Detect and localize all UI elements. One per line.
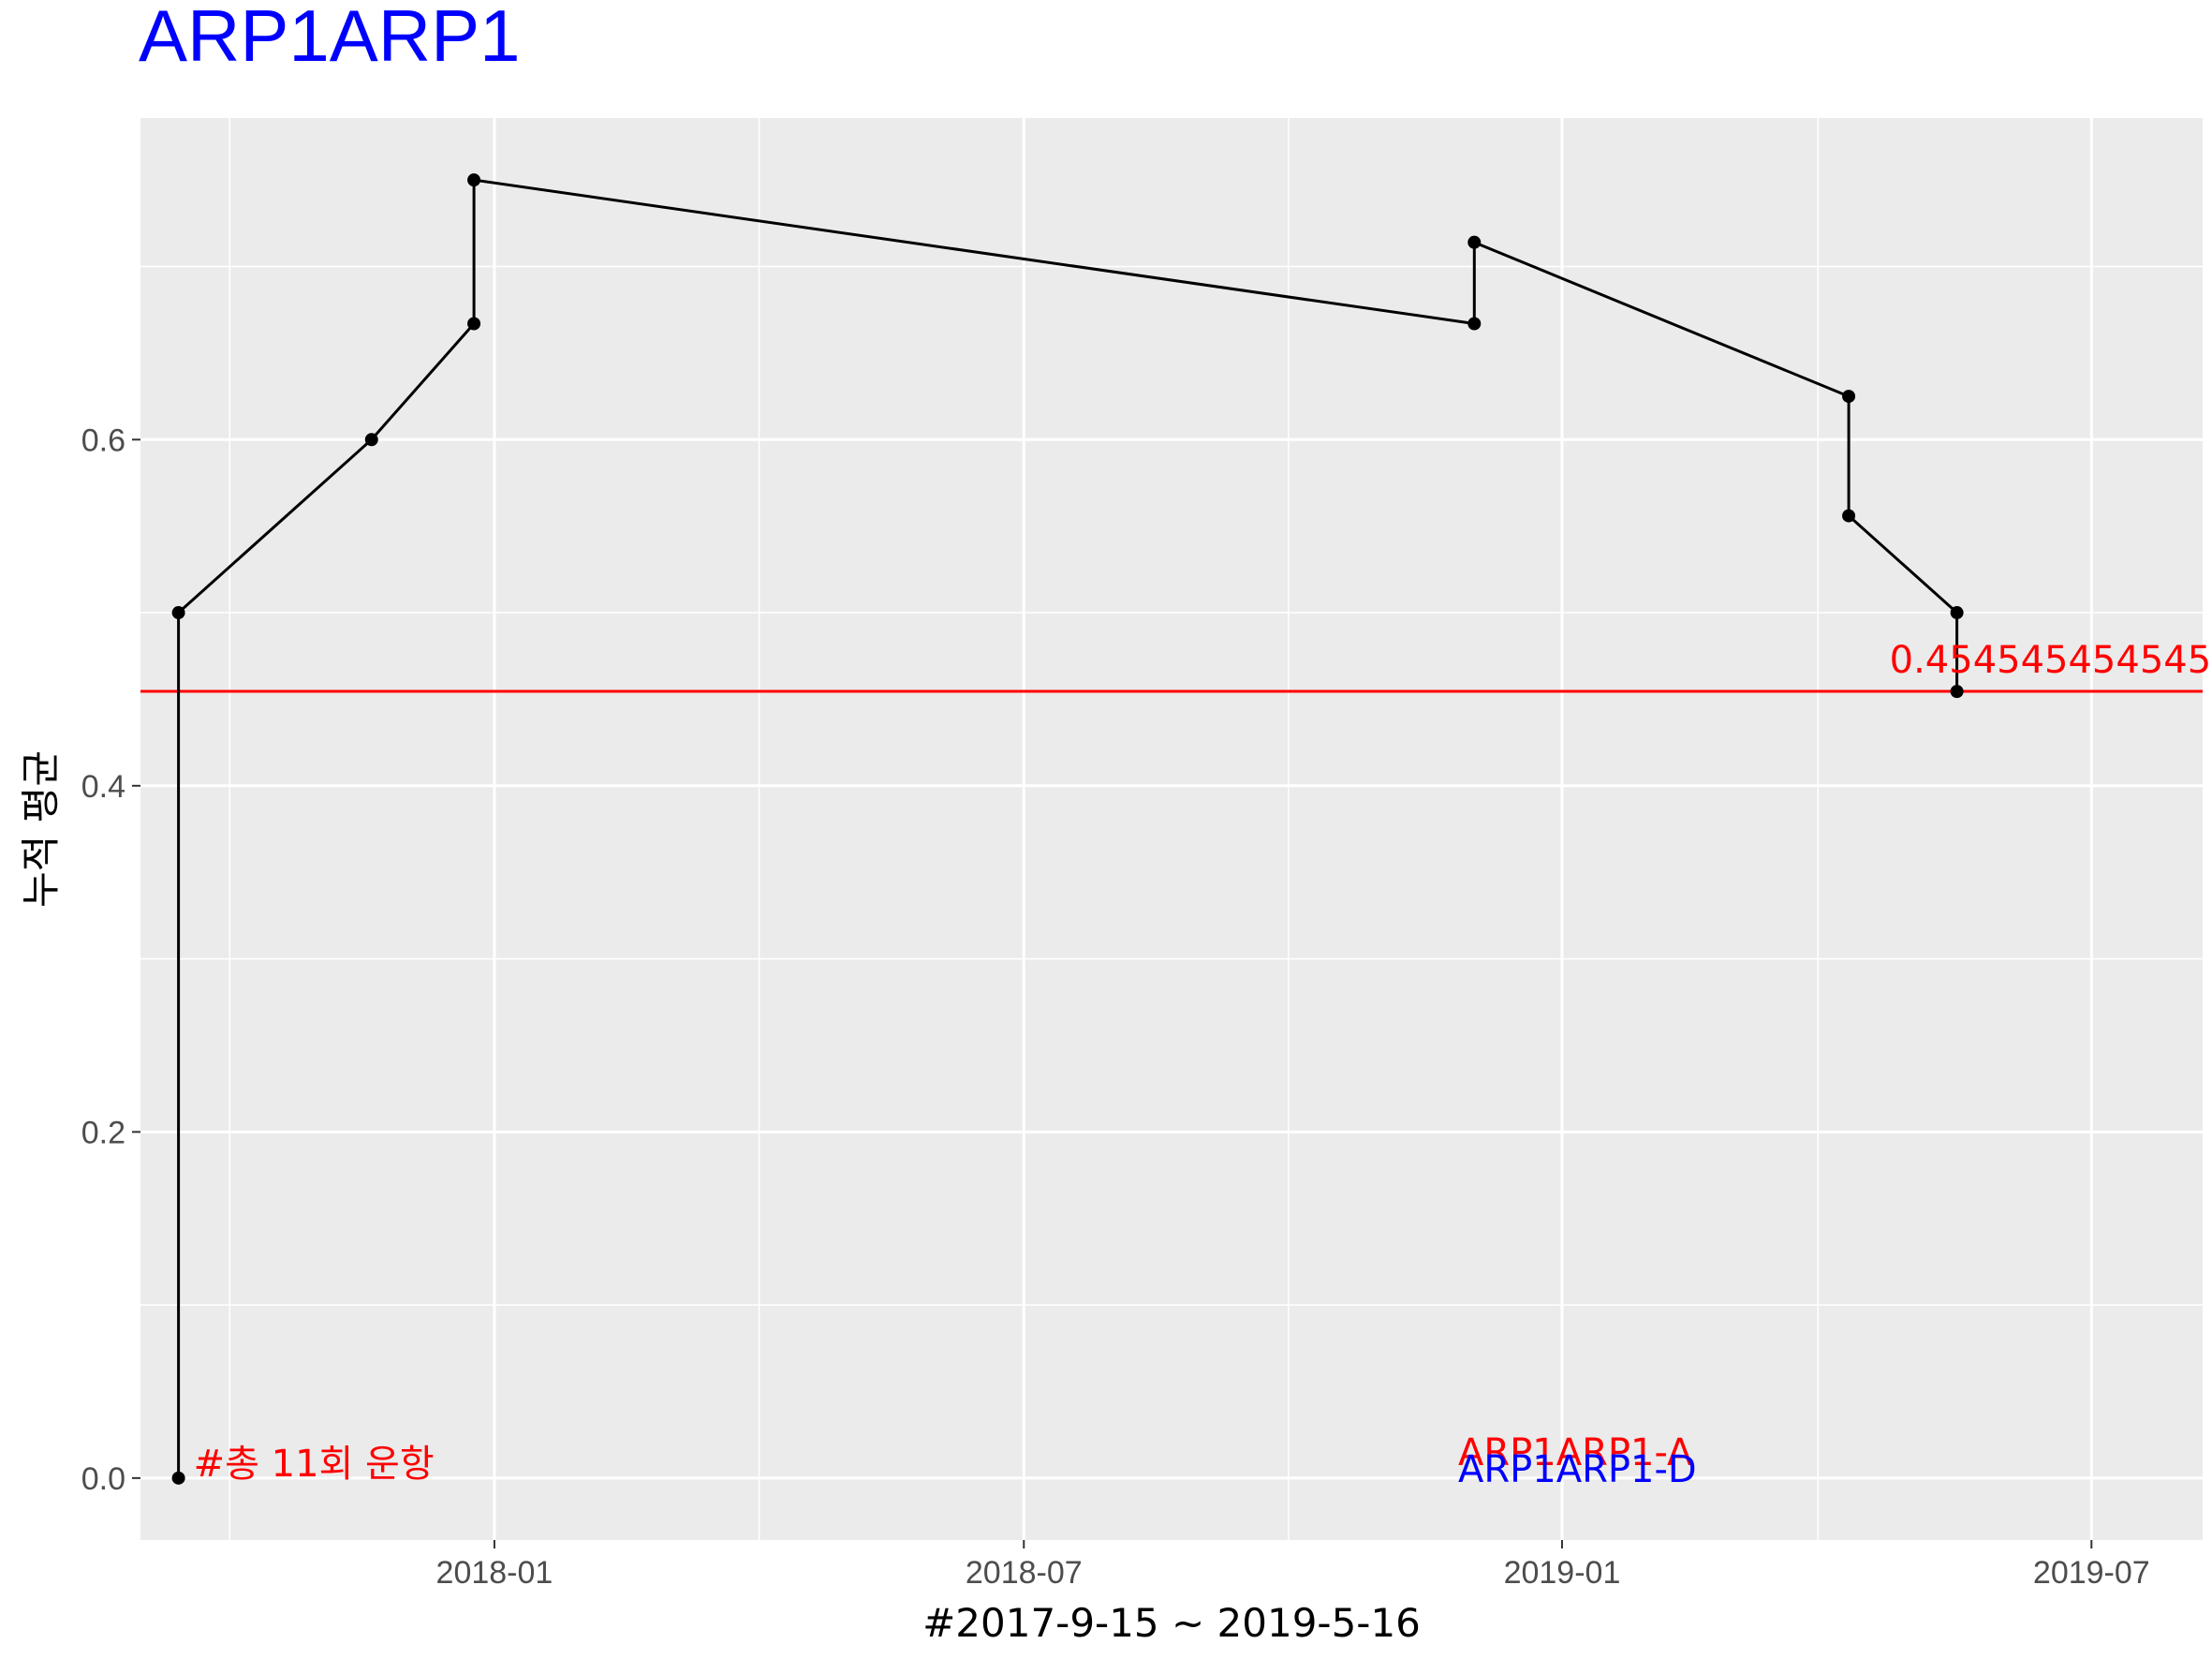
y-axis-label: 누적 평균 <box>18 750 64 908</box>
data-point <box>467 317 481 331</box>
x-tick-label: 2018-07 <box>966 1555 1083 1591</box>
data-point <box>1467 235 1482 249</box>
y-tick-label: 0.6 <box>81 422 125 458</box>
minor-grid <box>140 118 2203 1540</box>
data-point <box>467 173 481 187</box>
y-tick-label: 0.2 <box>81 1115 125 1150</box>
data-point <box>1950 606 1964 620</box>
series-cumulative-average <box>171 173 1964 1485</box>
data-point <box>1842 509 1856 523</box>
x-tick-label: 2019-07 <box>2033 1555 2150 1591</box>
data-point <box>1950 685 1964 699</box>
y-axis: 0.0 0.2 0.4 0.6 <box>81 422 140 1497</box>
data-point <box>364 433 378 447</box>
y-tick-label: 0.0 <box>81 1461 125 1497</box>
code-d-label: ARP1ARP1-D <box>1458 1448 1697 1491</box>
data-point <box>1467 317 1482 331</box>
total-flights-label: #총 11회 운항 <box>194 1443 435 1486</box>
annotations: 0.454545454545 #총 11회 운항 ARP1ARP1-AARP1ARP… <box>194 639 2212 1491</box>
chart-title: ARP1ARP1 <box>139 0 521 77</box>
y-tick-label: 0.4 <box>81 769 125 805</box>
code-a-label: ARP1ARP1-A <box>1458 1431 1693 1474</box>
mean-value-label: 0.454545454545 <box>1890 639 2212 682</box>
data-point <box>171 606 185 620</box>
major-grid <box>140 118 2203 1540</box>
x-axis-label: #2017-9-15 ~ 2019-5-16 <box>922 1600 1421 1646</box>
x-axis: 2018-01 2018-07 2019-01 2019-07 <box>436 1540 2150 1591</box>
x-tick-label: 2018-01 <box>436 1555 553 1591</box>
x-tick-label: 2019-01 <box>1504 1555 1621 1591</box>
data-point <box>1842 390 1856 404</box>
plot-panel <box>140 118 2203 1540</box>
data-point <box>171 1471 185 1485</box>
